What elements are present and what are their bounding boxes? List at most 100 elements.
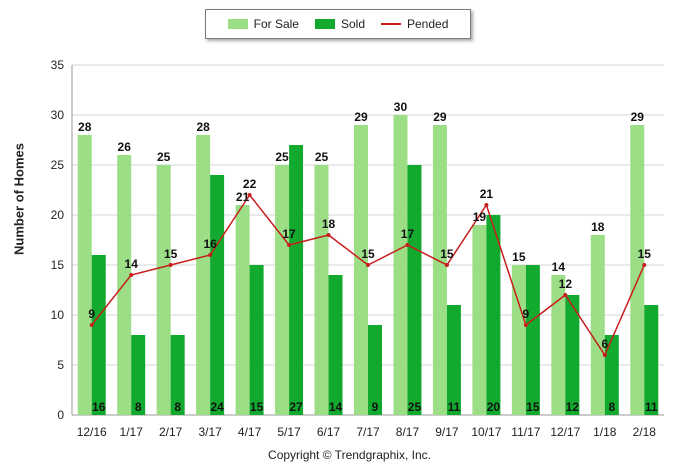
data-label-pended: 9 <box>523 307 530 321</box>
data-label-for-sale: 28 <box>196 120 210 134</box>
legend-item-sold: Sold <box>314 17 365 31</box>
data-label-pended: 14 <box>125 257 139 271</box>
bar-sold <box>446 305 461 415</box>
chart-legend: For Sale Sold Pended <box>205 9 471 39</box>
data-label-for-sale: 25 <box>315 150 329 164</box>
y-tick-label: 35 <box>51 58 65 72</box>
data-label-pended: 15 <box>638 247 652 261</box>
bar-for-sale <box>77 135 92 415</box>
bar-sold <box>170 335 185 415</box>
bar-sold <box>131 335 146 415</box>
x-tick-label: 1/17 <box>120 425 144 439</box>
point-pended <box>523 323 528 327</box>
bar-for-sale <box>156 165 171 415</box>
bar-sold <box>604 335 619 415</box>
bar-sold <box>644 305 659 415</box>
x-tick-label: 1/18 <box>593 425 617 439</box>
x-tick-label: 11/17 <box>511 425 540 439</box>
data-label-for-sale: 18 <box>591 220 605 234</box>
point-pended <box>129 273 134 277</box>
data-label-sold: 27 <box>289 400 303 414</box>
y-tick-label: 10 <box>51 308 65 322</box>
y-tick-label: 30 <box>51 108 65 122</box>
data-label-pended: 18 <box>322 217 336 231</box>
data-label-pended: 15 <box>361 247 375 261</box>
data-label-for-sale: 29 <box>354 110 368 124</box>
data-label-sold: 25 <box>408 400 422 414</box>
point-pended <box>563 293 568 297</box>
data-label-pended: 16 <box>203 237 217 251</box>
legend-swatch-sold <box>314 19 335 29</box>
data-label-for-sale: 25 <box>275 150 289 164</box>
x-tick-label: 10/17 <box>471 425 501 439</box>
data-label-for-sale: 29 <box>631 110 645 124</box>
legend-label-sold: Sold <box>340 17 365 31</box>
bar-for-sale <box>393 115 408 415</box>
data-label-for-sale: 21 <box>236 190 250 204</box>
bar-for-sale <box>590 235 605 415</box>
data-label-pended: 15 <box>440 247 454 261</box>
bar-sold <box>525 265 540 415</box>
point-pended <box>642 263 647 267</box>
x-tick-label: 4/17 <box>238 425 262 439</box>
data-label-for-sale: 19 <box>473 210 487 224</box>
data-label-sold: 24 <box>210 400 224 414</box>
legend-swatch-for-sale <box>227 19 248 29</box>
point-pended <box>444 263 449 267</box>
legend-label-pended: Pended <box>407 17 449 31</box>
point-pended <box>168 263 173 267</box>
bar-for-sale <box>314 165 329 415</box>
data-label-sold: 8 <box>608 400 615 414</box>
data-label-sold: 15 <box>250 400 264 414</box>
x-tick-label: 5/17 <box>277 425 301 439</box>
y-axis-label: Number of Homes <box>11 143 27 255</box>
data-label-for-sale: 25 <box>157 150 171 164</box>
copyright-text: Copyright © Trendgraphix, Inc. <box>268 448 431 462</box>
point-pended <box>247 193 252 197</box>
bar-for-sale <box>354 125 368 415</box>
point-pended <box>484 203 489 207</box>
bar-for-sale <box>511 265 526 415</box>
x-tick-label: 12/17 <box>550 425 580 439</box>
data-label-pended: 15 <box>164 247 178 261</box>
bar-for-sale <box>235 205 250 415</box>
x-tick-label: 2/18 <box>633 425 657 439</box>
data-label-for-sale: 30 <box>394 100 408 114</box>
data-label-for-sale: 26 <box>118 140 132 154</box>
data-label-for-sale: 14 <box>552 260 566 274</box>
data-label-sold: 9 <box>372 400 379 414</box>
legend-label-for-sale: For Sale <box>253 17 299 31</box>
bar-for-sale <box>432 125 447 415</box>
x-tick-label: 7/17 <box>356 425 380 439</box>
data-label-sold: 8 <box>174 400 181 414</box>
data-label-sold: 20 <box>487 400 501 414</box>
data-label-sold: 8 <box>135 400 142 414</box>
point-pended <box>287 243 292 247</box>
bar-for-sale <box>472 225 487 415</box>
y-tick-label: 20 <box>51 208 65 222</box>
point-pended <box>366 263 370 267</box>
bar-sold <box>565 295 580 415</box>
data-label-pended: 12 <box>559 277 573 291</box>
legend-swatch-pended <box>381 23 401 25</box>
data-label-for-sale: 15 <box>512 250 526 264</box>
data-label-sold: 11 <box>448 400 461 414</box>
data-label-pended: 22 <box>243 177 257 191</box>
x-tick-label: 9/17 <box>435 425 459 439</box>
bar-sold <box>407 165 422 415</box>
data-label-pended: 17 <box>282 227 296 241</box>
data-label-pended: 9 <box>88 307 95 321</box>
x-tick-label: 12/16 <box>77 425 107 439</box>
bar-sold <box>289 145 304 415</box>
bar-sold <box>328 275 343 415</box>
data-label-for-sale: 28 <box>78 120 92 134</box>
data-label-sold: 11 <box>645 400 658 414</box>
y-tick-label: 25 <box>51 158 65 172</box>
bar-sold <box>486 215 501 415</box>
bar-sold <box>210 175 225 415</box>
data-label-for-sale: 29 <box>433 110 447 124</box>
data-label-pended: 17 <box>401 227 415 241</box>
data-label-pended: 6 <box>601 337 608 351</box>
y-tick-label: 15 <box>51 258 65 272</box>
